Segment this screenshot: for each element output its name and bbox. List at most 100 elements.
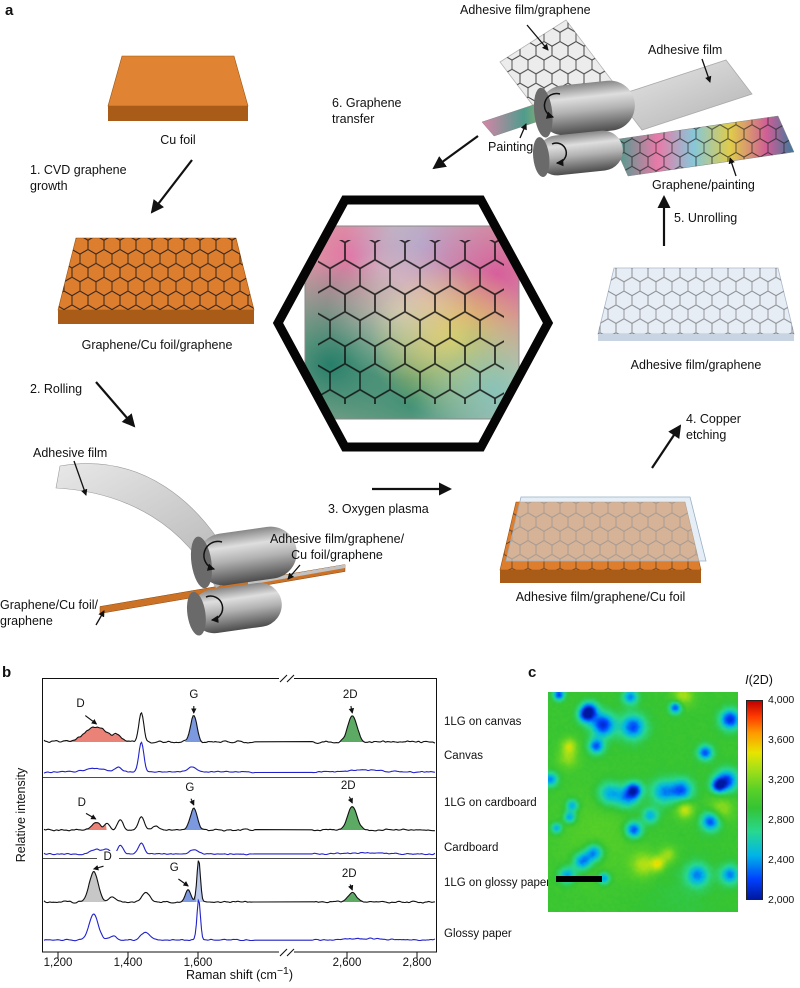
step-1-arrow <box>150 159 193 214</box>
peak-annotation-arrow <box>85 812 97 820</box>
peak-annotation-arrow <box>92 865 104 871</box>
adhesive-film-pointer-arrow-2 <box>701 58 712 83</box>
peak-annotation-arrow <box>178 878 189 887</box>
roller-rotation-arrow <box>203 540 223 571</box>
adhesive-film-graphene-right-label: Adhesive film/graphene <box>630 358 762 372</box>
spectrum-curve-4 <box>43 860 435 904</box>
axis-break-bottom <box>279 947 295 957</box>
colorbar-tick-label: 2,800 <box>768 814 795 826</box>
cu-foil-label: Cu foil <box>160 133 196 147</box>
cu-foil-illustration <box>107 55 249 121</box>
peak-annotation-D: D <box>69 698 92 711</box>
step-4-arrow <box>651 424 682 469</box>
adhesive-graphene-cu-slab <box>499 496 707 583</box>
peak-fill-2D <box>339 716 365 742</box>
graphene-transfer-illustration <box>481 19 795 177</box>
roller-rotation-arrow <box>543 92 561 119</box>
peak-annotation-arrow <box>189 798 195 806</box>
graphene-cu-foil-slab <box>57 237 255 324</box>
spectrum-curve-1 <box>43 741 435 774</box>
colorbar-tick-label: 2,400 <box>768 854 795 866</box>
x-tick-label: 1,600 <box>183 957 213 969</box>
peak-fill-2D <box>339 806 365 830</box>
peak-fill-2D <box>340 893 364 902</box>
x-tick-label: 1,400 <box>113 957 143 969</box>
raman-intensity-map <box>548 692 738 912</box>
laminated-film-top <box>248 564 345 585</box>
colorbar-title: I(2D) <box>745 673 773 687</box>
colorbar-tick-label: 3,600 <box>768 734 795 746</box>
panel-a-label: a <box>5 2 14 19</box>
peak-annotation-2D: 2D <box>338 868 361 881</box>
step-2-label: 2. Rolling <box>30 382 83 396</box>
painting-label: Painting <box>488 140 534 154</box>
panel-c-label: c <box>528 664 537 681</box>
colorbar-tick-label: 3,200 <box>768 774 795 786</box>
peak-fill-G <box>185 716 203 742</box>
adhesive-film-pointer-arrow <box>73 460 88 496</box>
adhesive-film-top-right-label: Adhesive film <box>648 43 723 57</box>
adhesive-film-graphene-slab <box>597 267 795 341</box>
peak-annotation-G: G <box>178 782 201 795</box>
spectrum-label: 1LG on glossy paper <box>444 877 551 889</box>
peak-fill-D <box>81 872 107 902</box>
peak-annotation-2D: 2D <box>339 689 362 702</box>
painting-image <box>304 225 520 420</box>
process-diagram-graphics <box>55 19 795 636</box>
y-axis-label: Relative intensity <box>14 767 28 863</box>
roller-top-2 <box>533 80 635 138</box>
spectrum-label: Cardboard <box>444 842 499 854</box>
colorbar-tick-label: 2,000 <box>768 894 795 906</box>
panel-b-label: b <box>2 664 12 681</box>
step-4-label: 4. Copper etching <box>686 412 741 442</box>
x-tick-label: 1,200 <box>43 957 73 969</box>
framed-painting <box>272 195 554 452</box>
peak-annotation-arrow <box>348 884 354 891</box>
peak-annotation-arrow <box>84 715 98 725</box>
painting-pointer-arrow <box>519 123 527 139</box>
peak-annotation-arrow <box>348 705 355 714</box>
peak-annotation-arrow <box>347 796 353 804</box>
graphene-lattice-overlay <box>318 240 504 404</box>
spectrum-label: Canvas <box>444 750 483 762</box>
x-axis-label: Raman shift (cm−1) <box>185 966 294 983</box>
rolling-lamination-illustration <box>55 463 346 636</box>
peak-fill-D <box>63 727 130 742</box>
roller-rotation-arrow <box>551 142 568 167</box>
roller-rotation-arrow <box>205 595 224 623</box>
graphene-cu-pointer-arrow <box>95 610 105 626</box>
x-tick-label: 2,600 <box>332 957 362 969</box>
roller-bottom <box>186 582 282 636</box>
spectrum-label: 1LG on cardboard <box>444 797 537 809</box>
spectra-plot <box>42 674 437 958</box>
film-graphene-pointer-arrow <box>526 24 549 51</box>
spectrum-curve-3 <box>43 842 436 856</box>
spectrum-curve-5 <box>43 898 436 942</box>
step-5-label: 5. Unrolling <box>674 211 738 225</box>
colorbar <box>746 700 763 900</box>
adhesive-film-graphene-top-label: Adhesive film/graphene <box>460 3 591 17</box>
stack-pointer-arrow <box>287 564 301 580</box>
graphene-cu-foil-graphene-label: Graphene/Cu foil/graphene <box>81 338 233 352</box>
step-6-arrow <box>432 135 479 170</box>
peak-annotation-G: G <box>163 862 186 875</box>
spectrum-curve-2 <box>43 806 435 832</box>
peak-annotation-G: G <box>182 689 205 702</box>
adhesive-graphene-cu-foil-label: Adhesive film/graphene/Cu foil <box>515 590 686 604</box>
peak-annotation-D: D <box>70 797 93 810</box>
peak-fill-G <box>184 808 204 830</box>
scale-bar <box>556 876 602 882</box>
hexagon-frame <box>272 195 554 452</box>
adhesive-film-label: Adhesive film <box>33 446 108 460</box>
graphene-cu-foil-graphene-label-2: Graphene/Cu foil/ graphene <box>0 598 98 628</box>
adhesive-graphene-cu-graphene-label: Adhesive film/graphene/ Cu foil/graphene <box>269 532 405 562</box>
x-tick-label: 2,800 <box>402 957 432 969</box>
spectrum-label: Glossy paper <box>444 928 512 940</box>
peak-fill-G <box>180 889 196 902</box>
step-3-label: 3. Oxygen plasma <box>328 502 429 516</box>
graphene-painting-pointer-arrow <box>728 157 737 177</box>
plot-frame <box>42 678 437 953</box>
step-2-arrow <box>95 381 136 428</box>
axis-break-top <box>279 674 295 683</box>
